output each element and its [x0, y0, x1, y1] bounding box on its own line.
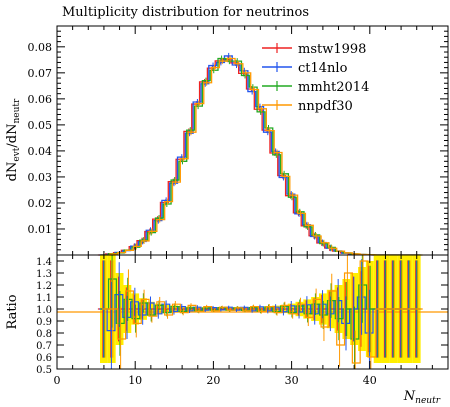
ratio-y-tick-label: 0.7: [36, 341, 52, 352]
x-tick-label: 30: [285, 374, 299, 387]
ratio-y-tick-label: 0.9: [36, 317, 52, 328]
ratio-y-tick-label: 0.6: [36, 353, 52, 364]
ratio-y-tick-label: 1.4: [36, 257, 52, 268]
ratio-y-tick-label: 1.1: [36, 293, 52, 304]
ratio-y-tick-label: 1.2: [36, 281, 52, 292]
y-tick-label: 0.08: [28, 41, 53, 54]
chart-title: Multiplicity distribution for neutrinos: [62, 5, 309, 20]
x-tick-label: 10: [128, 374, 142, 387]
y-tick-label: 0.02: [28, 197, 53, 210]
legend-label: mstw1998: [298, 42, 366, 57]
ratio-plot-frame: [56, 254, 449, 370]
y-tick-label: 0.01: [28, 223, 53, 236]
ratio-series-line-nnpdf30: [102, 260, 423, 364]
y-tick-label: 0.06: [28, 93, 53, 106]
legend-label: mmht2014: [298, 80, 369, 95]
x-axis-label: Nneutr: [403, 389, 441, 406]
main-panel: 0.01 0.02 0.03 0.04 0.05 0.06 0.07 0.08: [28, 25, 449, 256]
x-tick-label: 0: [54, 374, 61, 387]
ratio-panel: 0.50.60.70.80.91.01.11.21.31.4 0 10 20 30 40: [36, 254, 449, 387]
main-series-line-ct14nlo: [99, 55, 420, 256]
main-plot-frame: [56, 25, 449, 256]
legend-label: nnpdf30: [298, 99, 353, 114]
x-tick-label: 40: [363, 374, 377, 387]
legend-label: ct14nlo: [298, 61, 348, 76]
main-series-line-nnpdf30: [102, 57, 423, 256]
ratio-y-tick-label: 1.0: [36, 305, 52, 316]
ratio-y-tick-label: 1.3: [36, 269, 52, 280]
ratio-y-tick-label: 0.8: [36, 329, 52, 340]
y-tick-label: 0.04: [28, 145, 53, 158]
legend: mstw1998 ct14nlo mmht2014 nnpdf30: [262, 42, 369, 114]
y-tick-label: 0.05: [28, 119, 53, 132]
main-series-line-mstw1998: [97, 58, 419, 256]
main-series-line-mmht2014: [100, 57, 422, 256]
x-tick-label: 20: [206, 374, 220, 387]
y-axis-label-ratio: Ratio: [5, 294, 20, 329]
y-tick-label: 0.07: [28, 67, 53, 80]
ratio-y-tick-label: 0.5: [36, 365, 52, 376]
y-tick-label: 0.03: [28, 171, 53, 184]
y-axis-label-main: dNevt/dNneutr: [5, 98, 22, 181]
